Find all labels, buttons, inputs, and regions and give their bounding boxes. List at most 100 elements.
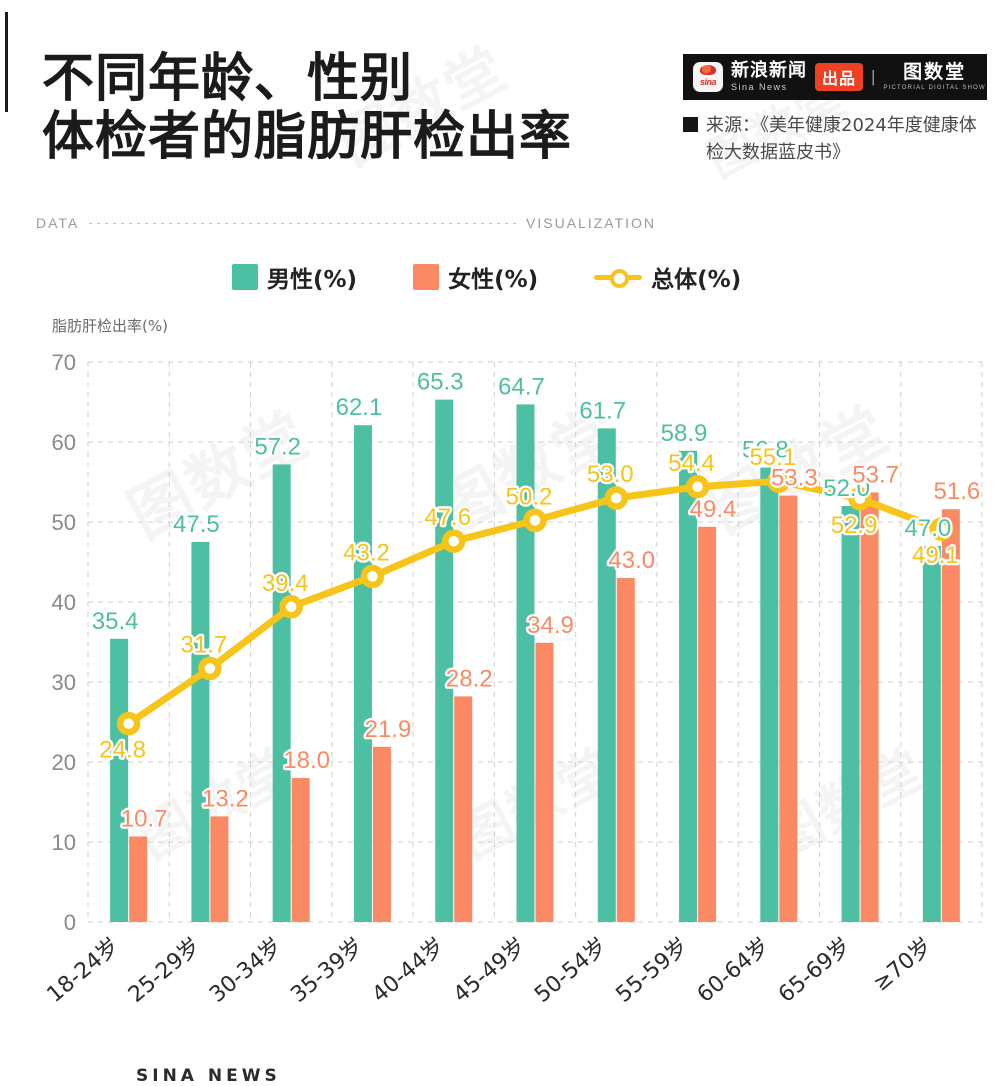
y-axis-tick-label: 20 [52,750,76,775]
value-label-halo: 34.9 [527,612,574,639]
x-axis-tick-label: 35-39岁 [286,933,368,1007]
value-label: 47.0 [905,515,952,542]
x-axis-tick-label: 30-34岁 [205,933,287,1007]
legend-item-male[interactable]: 男性(%) [232,260,357,294]
value-label-halo: 47.0 [905,515,952,542]
value-label-halo: 18.0 [283,747,330,774]
line-marker-total[interactable] [685,475,710,499]
value-label-halo: 53.0 [587,461,634,488]
line-marker-total[interactable] [116,711,141,736]
value-label-halo: 56.8 [742,437,789,464]
brand-divider: | [871,67,876,86]
line-marker-total[interactable] [767,469,791,493]
value-label-halo: 43.2 [343,539,390,566]
bar-female[interactable] [291,778,310,922]
bar-female[interactable] [860,492,879,922]
title-line-1: 不同年龄、性别 [42,49,414,109]
value-label-halo: 61.7 [579,397,626,424]
value-label: 51.6 [934,478,981,505]
bar-female[interactable] [616,578,635,922]
left-accent-rule [5,12,8,112]
line-marker-total[interactable] [441,529,466,553]
legend-label-female: 女性(%) [448,267,539,293]
value-label: 43.2 [343,539,390,566]
footer-watermark: SINA NEWS [136,1066,281,1086]
value-label: 57.2 [254,433,301,460]
y-axis-title: 脂肪肝检出率(%) [52,317,168,335]
bar-female[interactable] [535,642,554,922]
sina-logo-icon: sina [693,62,723,92]
x-axis-tick-label: 25-29岁 [124,933,206,1007]
y-axis-tick-label: 50 [52,510,76,535]
legend-label-total: 总体(%) [651,267,742,293]
bar-female[interactable] [129,836,148,922]
source-note: 来源：《美年健康2024年度健康体检大数据蓝皮书》 [683,112,989,166]
value-label: 43.0 [608,547,655,574]
bar-male[interactable] [679,450,698,922]
value-label: 50.2 [506,483,553,510]
bar-male[interactable] [922,546,941,922]
y-axis-tick-label: 10 [52,830,76,855]
x-axis-tick-label: 65-69岁 [774,933,856,1007]
value-label: 10.7 [121,805,168,832]
source-text: 来源：《美年健康2024年度健康体检大数据蓝皮书》 [706,115,977,163]
line-marker-total[interactable] [604,486,629,510]
bar-female[interactable] [454,696,473,922]
legend-item-total[interactable]: 总体(%) [594,260,741,294]
value-label-halo: 50.2 [506,483,553,510]
sina-logo-text: sina [699,77,717,87]
bar-male[interactable] [110,638,129,922]
bar-male[interactable] [597,428,616,922]
value-label: 21.9 [365,716,412,743]
value-label: 39.4 [262,570,309,597]
value-label: 61.7 [579,397,626,424]
value-label: 55.1 [749,444,796,471]
line-marker-total[interactable] [523,508,547,533]
studio-logo: 图数堂 PICTORIAL DIGITAL SHOW [883,61,985,92]
bar-female[interactable] [698,526,717,922]
visualization-word: VISUALIZATION [526,215,656,231]
studio-name-cn: 图数堂 [903,61,967,83]
value-label: 53.7 [852,461,899,488]
x-axis-tick-label: 18-24岁 [43,933,125,1007]
bar-female[interactable] [372,746,391,922]
bar-female[interactable] [941,509,960,922]
value-label-halo: 24.8 [99,737,146,764]
value-label: 24.8 [99,737,146,764]
value-label: 52.9 [831,512,878,539]
x-axis-tick-label: ≥70岁 [869,933,937,996]
bar-male[interactable] [272,464,291,922]
bar-male[interactable] [760,467,779,922]
legend-label-male: 男性(%) [267,267,358,293]
value-label-halo: 49.1 [912,542,959,569]
value-label: 65.3 [417,369,464,396]
line-marker-total[interactable] [198,656,222,681]
sina-name-cn: 新浪新闻 [731,60,807,81]
bar-female[interactable] [210,816,229,922]
value-label: 47.5 [173,511,220,538]
value-label: 28.2 [446,665,493,692]
value-label-halo: 55.1 [749,444,796,471]
value-label: 49.4 [690,496,737,523]
line-marker-total[interactable] [279,595,303,619]
line-marker-total[interactable] [848,487,872,511]
value-label: 64.7 [498,373,545,400]
legend-line-marker-total [594,264,643,290]
line-marker-total[interactable] [929,517,954,541]
bar-male[interactable] [435,399,454,923]
line-marker-total[interactable] [360,564,385,589]
bar-male[interactable] [841,506,860,922]
value-label-halo: 53.7 [852,461,899,488]
bar-male[interactable] [516,404,535,922]
legend-item-female[interactable]: 女性(%) [413,260,538,294]
page-title: 不同年龄、性别 体检者的脂肪肝检出率 [42,50,682,166]
y-axis-tick-label: 30 [52,670,76,695]
value-label: 49.1 [912,542,959,569]
bar-male[interactable] [191,542,210,922]
y-axis-tick-label: 40 [52,590,76,615]
value-label: 53.3 [771,465,818,492]
value-label: 53.0 [587,461,634,488]
bar-male[interactable] [353,425,372,922]
bar-female[interactable] [779,495,798,922]
